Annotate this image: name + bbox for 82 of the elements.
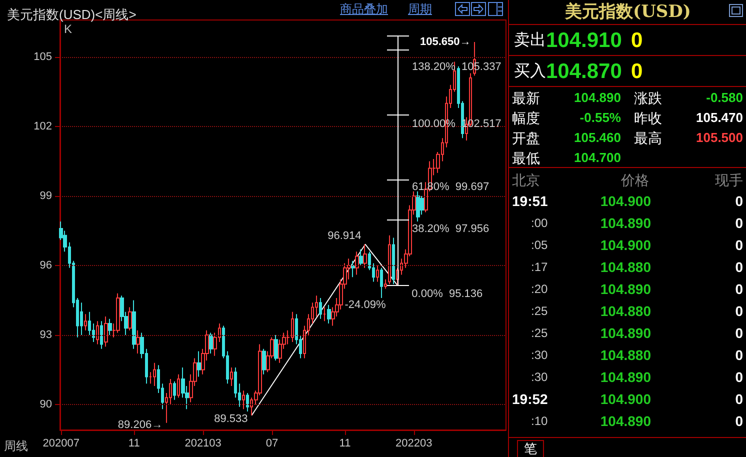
text: 最高 (634, 129, 662, 147)
text: 105.500 (696, 129, 743, 147)
text: 美元指数(USD) (564, 1, 692, 23)
text: 104.900 (600, 236, 651, 254)
y-tick-label: 90 (40, 398, 52, 411)
text: :30 (531, 347, 548, 364)
text: 0 (735, 390, 743, 408)
text: 0 (631, 60, 643, 84)
text: 北京 (512, 171, 540, 189)
annotation: -24.09% (344, 298, 386, 312)
text: 104.880 (600, 258, 651, 276)
text: 104.880 (600, 302, 651, 320)
text: 0 (735, 412, 743, 430)
text: 幅度 (512, 109, 540, 127)
text: -0.580 (706, 89, 743, 107)
text: 开盘 (512, 129, 540, 147)
text: 104.900 (600, 192, 651, 210)
text: 周线 (4, 439, 28, 453)
text: 昨收 (634, 109, 662, 127)
text: 笔 (517, 440, 544, 457)
x-tick-label: 07 (266, 438, 278, 450)
text: 周期 (408, 2, 432, 16)
text: :30 (531, 369, 548, 386)
text: 最新 (512, 89, 540, 107)
text: 涨跌 (634, 89, 662, 107)
x-tick-label: 11 (128, 438, 140, 450)
text: 104.890 (600, 280, 651, 298)
text: :10 (531, 413, 548, 430)
text: 104.890 (600, 214, 651, 232)
text: :05 (531, 237, 548, 254)
annotation: 0.00% 95.136 (412, 286, 483, 301)
annotation: 89.533 (214, 412, 248, 426)
text: 0 (735, 280, 743, 298)
text: 104.880 (600, 346, 651, 364)
text: 104.890 (574, 89, 621, 107)
text: :00 (531, 215, 548, 232)
text: :20 (531, 281, 548, 298)
text: 0 (735, 368, 743, 386)
text: 卖出 (514, 31, 546, 51)
text: 104.890 (600, 324, 651, 342)
text: :25 (531, 325, 548, 342)
text: 104.890 (600, 368, 651, 386)
text: 0 (735, 302, 743, 320)
text: 0 (735, 236, 743, 254)
annotation: 38.20% 97.956 (412, 222, 490, 236)
text: :25 (531, 303, 548, 320)
text: 0 (735, 258, 743, 276)
text: 现手 (715, 171, 743, 189)
text: 104.890 (600, 412, 651, 430)
text: :17 (531, 259, 548, 276)
text: 104.870 (546, 60, 622, 84)
text: 105.460 (574, 129, 621, 147)
text: 最低 (512, 149, 540, 167)
text: 104.910 (546, 29, 622, 53)
text: -0.55% (580, 109, 621, 127)
annotation: 96.914 (328, 229, 362, 244)
chart-title: 美元指数(USD)<周线> (7, 7, 136, 22)
x-tick-label: 11 (339, 438, 351, 450)
text: 104.900 (600, 390, 651, 408)
y-tick-label: 105 (34, 51, 52, 64)
y-tick-label: 96 (40, 260, 52, 272)
x-tick-label: 202203 (396, 438, 432, 450)
text: 105.470 (696, 109, 743, 127)
y-tick-label: 102 (34, 120, 52, 133)
text: 0 (735, 214, 743, 232)
text: 0 (735, 324, 743, 342)
text: 买入 (514, 62, 546, 82)
annotation: 89.206→ (118, 418, 163, 432)
y-tick-label: 99 (40, 190, 52, 202)
text: 价格 (621, 171, 649, 189)
annotation: 105.650→ (420, 35, 471, 49)
x-tick-label: 202103 (184, 438, 222, 450)
text: 0 (735, 192, 743, 210)
text: 0 (735, 346, 743, 364)
text: 商品叠加 (340, 2, 388, 16)
text: 19:51 (512, 192, 548, 210)
text: 104.700 (574, 149, 621, 167)
annotation: K (64, 22, 72, 36)
y-tick-label: 93 (40, 329, 52, 342)
text: 0 (631, 29, 643, 53)
x-tick-label: 202007 (42, 438, 80, 450)
text: 19:52 (512, 390, 548, 408)
